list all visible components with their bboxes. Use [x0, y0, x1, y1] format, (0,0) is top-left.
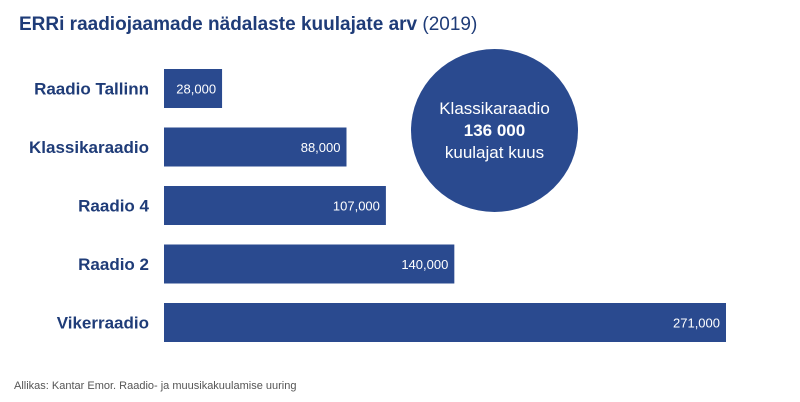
callout-station: Klassikaraadio — [439, 98, 550, 118]
callout-unit: kuulajat kuus — [444, 142, 545, 162]
bar-value-label: 271,000 — [673, 316, 720, 331]
callout-value: 136 000 — [463, 120, 526, 140]
chart-title-year: (2019) — [422, 14, 478, 35]
category-label: Vikerraadio — [57, 314, 149, 333]
chart-title: ERRi raadiojaamade nädalaste kuulajate a… — [19, 14, 477, 36]
chart-title-main: ERRi raadiojaamade nädalaste kuulajate a… — [19, 14, 418, 35]
bar-value-label: 107,000 — [333, 199, 380, 214]
bar — [164, 186, 386, 225]
bar — [164, 127, 347, 167]
bar-value-label: 28,000 — [176, 82, 216, 97]
category-label: Raadio 2 — [78, 255, 149, 274]
category-label: Raadio Tallinn — [34, 80, 149, 99]
category-label: Klassikaraadio — [29, 138, 149, 157]
bar — [164, 303, 726, 342]
bar — [164, 69, 223, 108]
category-label: Raadio 4 — [78, 197, 149, 216]
callout-bubble: Klassikaraadio 136 000 kuulajat kuus — [411, 49, 578, 212]
source-note: Allikas: Kantar Emor. Raadio- ja muusika… — [14, 380, 297, 392]
bar-value-label: 140,000 — [401, 257, 448, 272]
bar — [164, 244, 455, 284]
bar-value-label: 88,000 — [301, 140, 341, 155]
